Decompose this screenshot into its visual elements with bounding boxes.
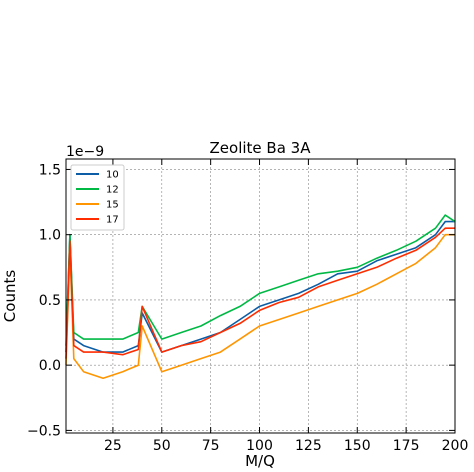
x-tick-label: 75	[202, 438, 220, 454]
legend: 10 12 15 17	[70, 164, 125, 231]
ticks: 25 50 75 100 125 150 175 200 −0.5 0.0 0.5 1.0 1.5	[27, 159, 468, 454]
y-tick-label: 0.0	[39, 358, 61, 374]
series-line-10	[65, 220, 455, 353]
legend-label-12: 12	[106, 185, 119, 196]
x-tick-label: 125	[295, 438, 322, 454]
chart-title: Zeolite Ba 3A	[210, 139, 312, 157]
x-tick-label: 50	[153, 438, 171, 454]
y-tick-label: 1.5	[39, 162, 61, 178]
plot-frame	[65, 158, 456, 434]
grid	[66, 159, 456, 433]
x-tick-label: 200	[442, 438, 469, 454]
series-lines	[65, 214, 456, 379]
series-line-12	[65, 214, 456, 346]
x-tick-label: 100	[246, 438, 273, 454]
legend-label-17: 17	[106, 215, 119, 226]
y-offset-label: 1e−9	[66, 144, 104, 160]
x-tick-label: 150	[344, 438, 371, 454]
legend-label-10: 10	[106, 170, 119, 181]
y-tick-label: −0.5	[27, 423, 61, 439]
x-tick-label: 175	[393, 438, 420, 454]
x-axis-label: M/Q	[245, 452, 275, 470]
y-axis-label: Counts	[1, 270, 19, 323]
legend-label-15: 15	[106, 200, 119, 211]
legend-box	[70, 164, 125, 231]
series-line-17	[65, 227, 455, 359]
y-tick-label: 1.0	[39, 228, 61, 244]
series-line-15	[65, 233, 455, 379]
x-tick-label: 25	[104, 438, 122, 454]
y-tick-label: 0.5	[39, 293, 61, 309]
